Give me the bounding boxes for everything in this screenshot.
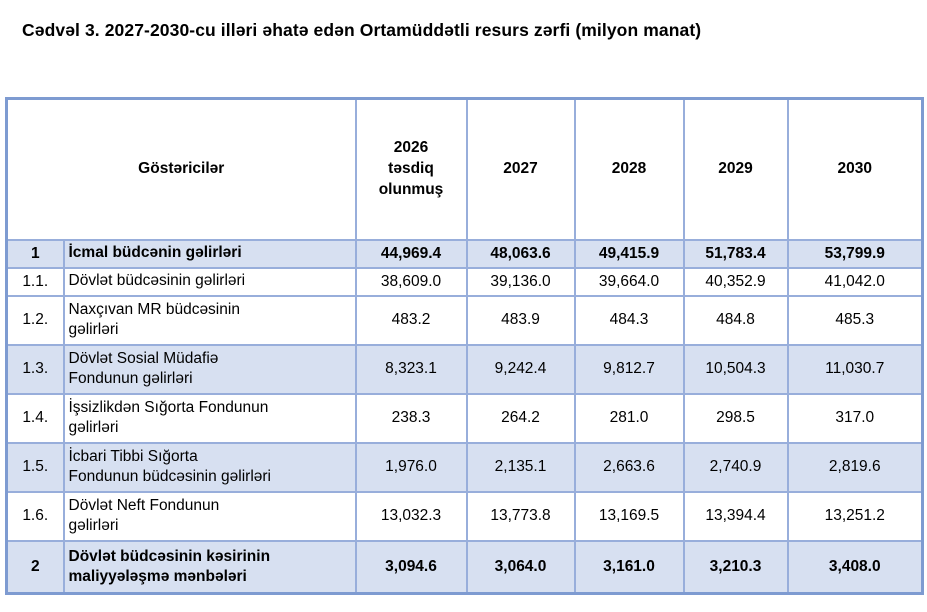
value-cell: 13,251.2 xyxy=(786,490,924,542)
table-header-row: Göstəricilər 2026 təsdiq olunmuş 2027 20… xyxy=(5,97,924,241)
header-indicator: Göstəricilər xyxy=(5,97,357,241)
value-cell: 48,063.6 xyxy=(465,238,576,269)
row-number-cell: 1.5. xyxy=(5,441,65,493)
value-cell: 2,740.9 xyxy=(682,441,789,493)
table-row: 1.3. Dövlət Sosial Müdafiə Fondunun gəli… xyxy=(5,343,924,395)
header-year-2027: 2027 xyxy=(465,97,576,241)
table-row: 1 İcmal büdcənin gəlirləri 44,969.4 48,0… xyxy=(5,238,924,269)
indicator-cell: İcbari Tibbi Sığorta Fondunun büdcəsinin… xyxy=(62,441,357,493)
value-cell: 38,609.0 xyxy=(354,266,468,297)
value-cell: 49,415.9 xyxy=(573,238,685,269)
value-cell: 10,504.3 xyxy=(682,343,789,395)
indicator-cell: Dövlət büdcəsinin kəsirinin maliyyələşmə… xyxy=(62,539,357,595)
value-cell: 484.3 xyxy=(573,294,685,346)
value-cell: 298.5 xyxy=(682,392,789,444)
value-cell: 39,664.0 xyxy=(573,266,685,297)
value-cell: 13,773.8 xyxy=(465,490,576,542)
header-year-2029: 2029 xyxy=(682,97,789,241)
value-cell: 2,819.6 xyxy=(786,441,924,493)
value-cell: 1,976.0 xyxy=(354,441,468,493)
table-row: 1.2. Naxçıvan MR büdcəsinin gəlirləri 48… xyxy=(5,294,924,346)
value-cell: 40,352.9 xyxy=(682,266,789,297)
value-cell: 264.2 xyxy=(465,392,576,444)
value-cell: 3,161.0 xyxy=(573,539,685,595)
value-cell: 11,030.7 xyxy=(786,343,924,395)
table-row: 1.1. Dövlət büdcəsinin gəlirləri 38,609.… xyxy=(5,266,924,297)
value-cell: 3,094.6 xyxy=(354,539,468,595)
row-number-cell: 1.2. xyxy=(5,294,65,346)
row-number-cell: 1.1. xyxy=(5,266,65,297)
value-cell: 39,136.0 xyxy=(465,266,576,297)
table-row: 2 Dövlət büdcəsinin kəsirinin maliyyələş… xyxy=(5,539,924,595)
value-cell: 238.3 xyxy=(354,392,468,444)
indicator-cell: İcmal büdcənin gəlirləri xyxy=(62,238,357,269)
indicator-cell: Naxçıvan MR büdcəsinin gəlirləri xyxy=(62,294,357,346)
value-cell: 317.0 xyxy=(786,392,924,444)
row-number-cell: 1 xyxy=(5,238,65,269)
value-cell: 3,408.0 xyxy=(786,539,924,595)
value-cell: 9,242.4 xyxy=(465,343,576,395)
value-cell: 51,783.4 xyxy=(682,238,789,269)
value-cell: 281.0 xyxy=(573,392,685,444)
indicator-cell: İşsizlikdən Sığorta Fondunun gəlirləri xyxy=(62,392,357,444)
indicator-cell: Dövlət Sosial Müdafiə Fondunun gəlirləri xyxy=(62,343,357,395)
indicator-cell: Dövlət büdcəsinin gəlirləri xyxy=(62,266,357,297)
row-number-cell: 1.6. xyxy=(5,490,65,542)
page-title: Cədvəl 3. 2027-2030-cu illəri əhatə edən… xyxy=(22,20,702,40)
value-cell: 484.8 xyxy=(682,294,789,346)
value-cell: 41,042.0 xyxy=(786,266,924,297)
table-row: 1.5. İcbari Tibbi Sığorta Fondunun büdcə… xyxy=(5,441,924,493)
header-2026-approved: 2026 təsdiq olunmuş xyxy=(354,97,468,241)
value-cell: 483.9 xyxy=(465,294,576,346)
value-cell: 9,812.7 xyxy=(573,343,685,395)
row-number-cell: 1.4. xyxy=(5,392,65,444)
value-cell: 3,064.0 xyxy=(465,539,576,595)
row-number-cell: 2 xyxy=(5,539,65,595)
header-year-2030: 2030 xyxy=(786,97,924,241)
value-cell: 2,135.1 xyxy=(465,441,576,493)
value-cell: 485.3 xyxy=(786,294,924,346)
value-cell: 2,663.6 xyxy=(573,441,685,493)
value-cell: 3,210.3 xyxy=(682,539,789,595)
resource-table: Göstəricilər 2026 təsdiq olunmuş 2027 20… xyxy=(5,97,924,595)
value-cell: 44,969.4 xyxy=(354,238,468,269)
table-row: 1.4. İşsizlikdən Sığorta Fondunun gəlirl… xyxy=(5,392,924,444)
row-number-cell: 1.3. xyxy=(5,343,65,395)
value-cell: 53,799.9 xyxy=(786,238,924,269)
value-cell: 13,394.4 xyxy=(682,490,789,542)
value-cell: 13,169.5 xyxy=(573,490,685,542)
value-cell: 13,032.3 xyxy=(354,490,468,542)
indicator-cell: Dövlət Neft Fondunun gəlirləri xyxy=(62,490,357,542)
header-year-2028: 2028 xyxy=(573,97,685,241)
table-row: 1.6. Dövlət Neft Fondunun gəlirləri 13,0… xyxy=(5,490,924,542)
value-cell: 8,323.1 xyxy=(354,343,468,395)
value-cell: 483.2 xyxy=(354,294,468,346)
